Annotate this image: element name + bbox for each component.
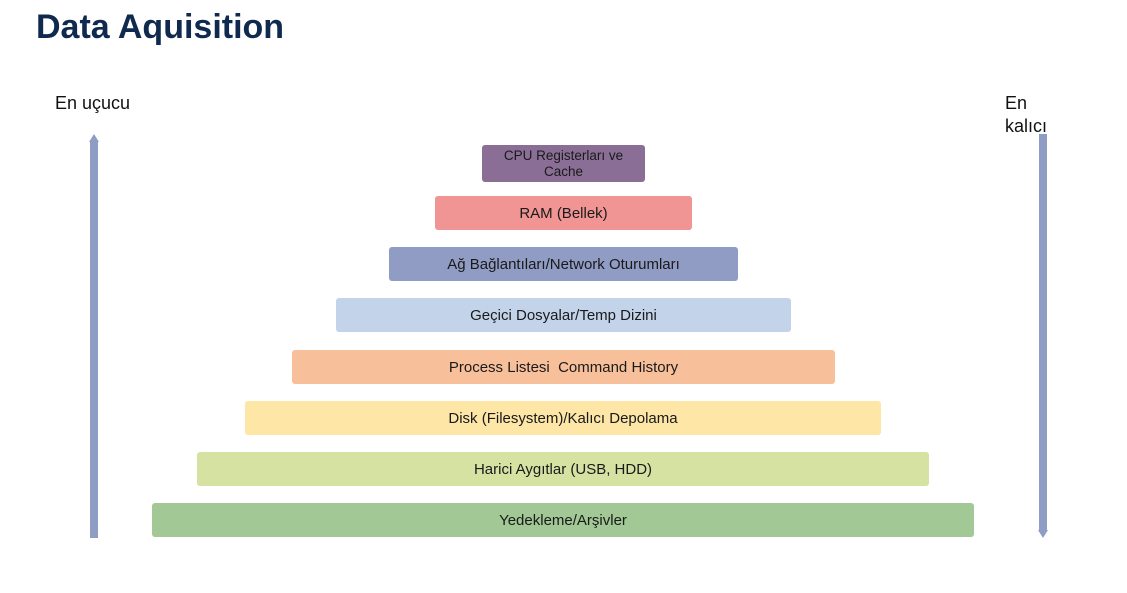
pyramid-layer-temp-files: Geçici Dosyalar/Temp Dizini — [336, 298, 791, 332]
layer-label: Geçici Dosyalar/Temp Dizini — [470, 306, 657, 324]
layer-label: Disk (Filesystem)/Kalıcı Depolama — [448, 409, 678, 427]
pyramid-layer-network: Ağ Bağlantıları/Network Oturumları — [389, 247, 738, 281]
layer-label: Harici Aygıtlar (USB, HDD) — [473, 460, 653, 478]
pyramid-layer-external-devices: Harici Aygıtlar (USB, HDD) — [197, 452, 929, 486]
pyramid-layer-process-list: Process Listesi Command History — [292, 350, 835, 384]
pyramid-layer-cpu-cache: CPU Registerları ve Cache — [482, 145, 645, 182]
arrow-down-icon — [1038, 134, 1048, 538]
arrow-down-shaft — [1039, 134, 1047, 531]
arrow-up-head — [89, 134, 99, 142]
layer-label: RAM (Bellek) — [519, 204, 608, 222]
page-title: Data Aquisition — [36, 8, 285, 46]
pyramid-layer-backups: Yedekleme/Arşivler — [152, 503, 974, 537]
pyramid-layer-disk: Disk (Filesystem)/Kalıcı Depolama — [245, 401, 881, 435]
arrow-down-head — [1038, 530, 1048, 538]
most-volatile-label: En uçucu — [55, 93, 131, 113]
layer-label: Ağ Bağlantıları/Network Oturumları — [447, 255, 680, 273]
pyramid-layer-ram: RAM (Bellek) — [435, 196, 692, 230]
arrow-up-icon — [89, 134, 99, 538]
arrow-up-shaft — [90, 141, 98, 538]
layer-label: CPU Registerları ve Cache — [503, 147, 624, 179]
most-persistent-label: En kalıcı — [1005, 93, 1048, 136]
layer-label: Yedekleme/Arşivler — [499, 511, 627, 529]
layer-label: Process Listesi Command History — [448, 358, 679, 376]
